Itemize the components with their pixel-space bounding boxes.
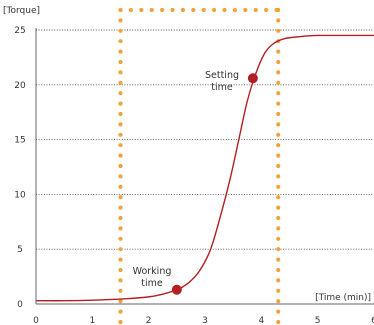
series — [35, 34, 374, 302]
y-tick-label-5: 5 — [17, 245, 23, 255]
labels: 0 5 10 15 20 25 0 1 2 3 4 5 6 [Torque] [Time (min)] Wor… — [3, 6, 374, 325]
y-tick-label-10: 10 — [14, 190, 26, 200]
y-tick-label-0: 0 — [17, 300, 23, 310]
axes — [35, 28, 374, 305]
y-axis-title: [Torque] — [3, 6, 40, 16]
x-tick-label-6: 6 — [371, 316, 374, 325]
x-axis-title: [Time (min)] — [315, 293, 371, 303]
series-line-0 — [35, 34, 374, 302]
x-tick-label-5: 5 — [315, 316, 321, 325]
y-tick-label-25: 25 — [14, 26, 25, 36]
x-tick-label-2: 2 — [146, 316, 152, 325]
y-tick-label-15: 15 — [14, 136, 25, 146]
setting-time-point — [247, 73, 258, 84]
x-tick-label-4: 4 — [258, 316, 264, 325]
working-time-label: Working time — [133, 266, 172, 289]
x-tick-label-1: 1 — [89, 316, 95, 325]
working-time-point — [171, 284, 182, 295]
x-tick-label-3: 3 — [202, 316, 208, 325]
y-tick-label-20: 20 — [14, 81, 26, 91]
markers — [171, 73, 258, 295]
time-window — [118, 7, 281, 325]
setting-time-label: Setting time — [205, 70, 239, 93]
grid-lines — [36, 29, 374, 250]
x-tick-label-0: 0 — [33, 316, 39, 325]
